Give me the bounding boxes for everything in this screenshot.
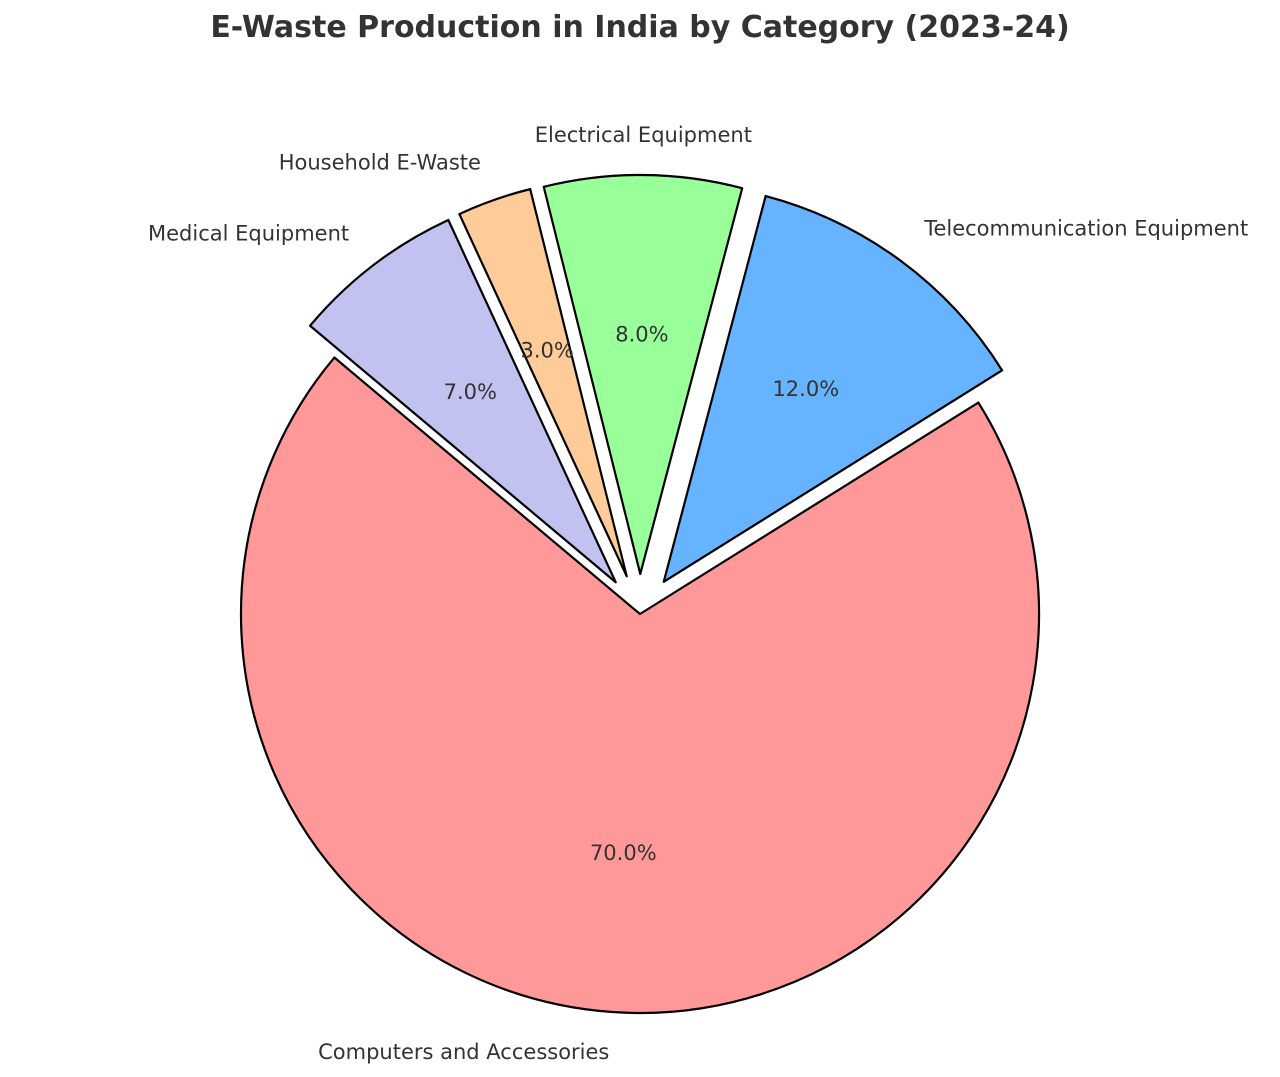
slice-percent-telecommunication-equipment: 12.0% <box>772 377 839 401</box>
chart-title: E-Waste Production in India by Category … <box>210 10 1069 45</box>
slice-label-telecommunication-equipment: Telecommunication Equipment <box>923 217 1248 241</box>
pie-slice-electrical-equipment <box>542 173 744 576</box>
slice-label-computers-and-accessories: Computers and Accessories <box>318 1040 609 1064</box>
slice-percent-electrical-equipment: 8.0% <box>615 323 668 347</box>
slice-percent-computers-and-accessories: 70.0% <box>590 841 657 865</box>
slice-percent-medical-equipment: 7.0% <box>444 380 497 404</box>
pie-slice-telecommunication-equipment <box>662 194 1004 583</box>
slice-label-household-e-waste: Household E-Waste <box>279 150 481 174</box>
slice-label-electrical-equipment: Electrical Equipment <box>535 123 752 147</box>
pie-slice-medical-equipment <box>308 218 617 584</box>
pie-slice-household-e-waste <box>458 188 628 578</box>
slice-percent-household-e-waste: 3.0% <box>521 338 574 362</box>
slices-layer <box>239 173 1041 1015</box>
labels-layer: Computers and Accessories 70.0% Telecommun… <box>148 123 1248 1064</box>
pie-slice-computers-and-accessories <box>239 356 1041 1015</box>
slice-label-medical-equipment: Medical Equipment <box>148 222 349 246</box>
